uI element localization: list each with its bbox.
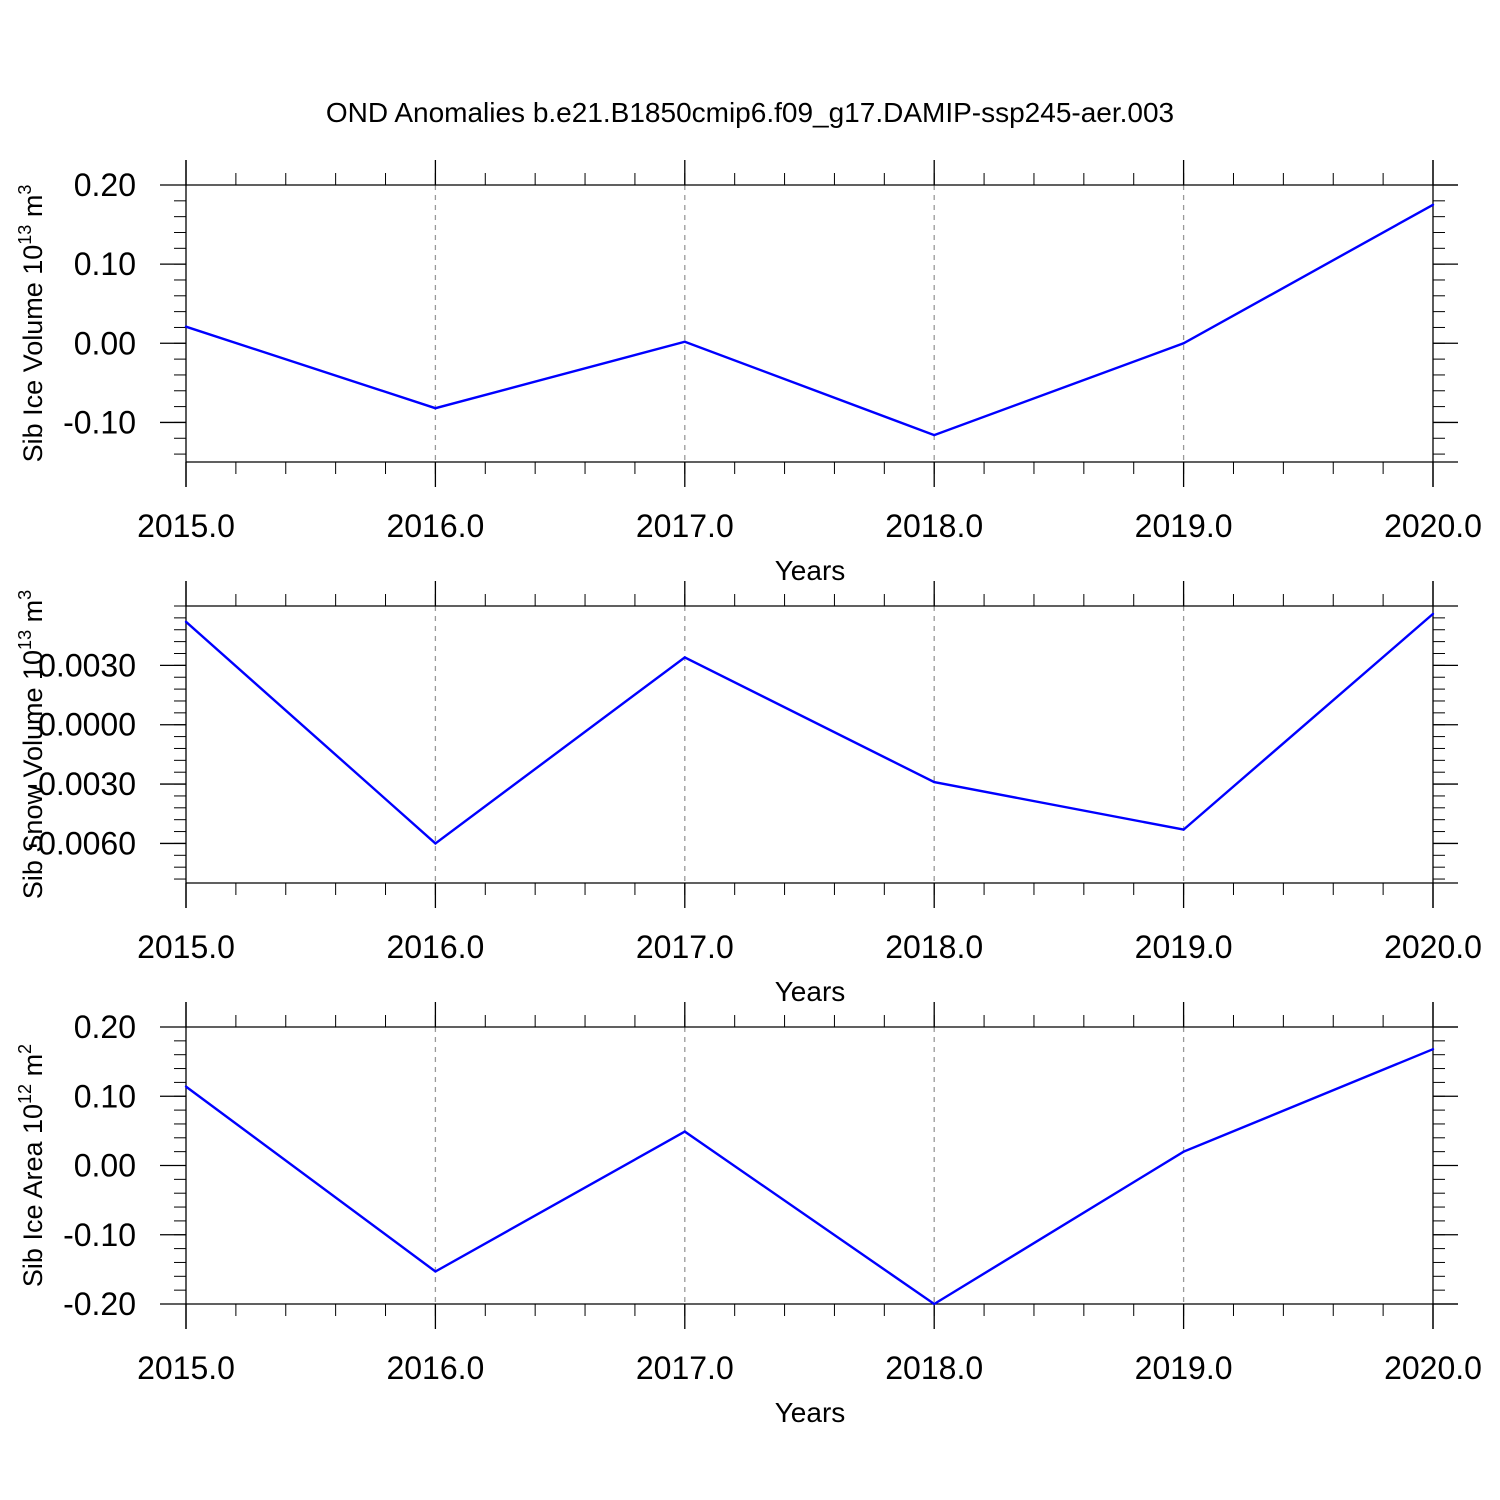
data-point bbox=[1431, 203, 1435, 206]
panel-2: 0.0030 0.0000 -0.0030 -0.0060 2015.0 2016.0 20… bbox=[15, 581, 1482, 1007]
y-tick-label: -0.20 bbox=[63, 1286, 136, 1322]
y-axis-label: Sib Snow Volume 1013 m3 bbox=[15, 590, 48, 899]
series-line bbox=[185, 203, 1434, 437]
x-tick-label: 2018.0 bbox=[885, 929, 983, 965]
y-tick-label: -0.0060 bbox=[27, 825, 136, 861]
x-tick-label: 2017.0 bbox=[636, 1350, 734, 1386]
y-axis-label: Sib Ice Area 1012 m2 bbox=[15, 1044, 48, 1287]
x-tick-label: 2016.0 bbox=[386, 929, 484, 965]
x-tick-label: 2020.0 bbox=[1384, 929, 1482, 965]
x-tick-label: 2019.0 bbox=[1135, 1350, 1233, 1386]
x-tick-label: 2019.0 bbox=[1135, 508, 1233, 544]
y-tick-label: -0.10 bbox=[63, 404, 136, 440]
x-tick-label: 2016.0 bbox=[386, 1350, 484, 1386]
data-point bbox=[434, 1270, 437, 1273]
y-tick-label: 0.00 bbox=[74, 1148, 136, 1184]
x-tick-label: 2015.0 bbox=[137, 929, 235, 965]
x-tick-label: 2015.0 bbox=[137, 1350, 235, 1386]
x-axis-label: Years bbox=[775, 1397, 846, 1428]
data-point bbox=[1182, 342, 1185, 345]
x-axis-label: Years bbox=[775, 555, 846, 586]
x-tick-label: 2017.0 bbox=[636, 508, 734, 544]
y-tick-label: 0.20 bbox=[74, 1009, 136, 1045]
chart-title: OND Anomalies b.e21.B1850cmip6.f09_g17.D… bbox=[326, 97, 1174, 128]
data-point bbox=[184, 620, 188, 624]
data-point bbox=[683, 340, 686, 343]
x-tick-label: 2016.0 bbox=[386, 508, 484, 544]
data-point bbox=[1431, 1047, 1435, 1051]
y-tick-label: 0.0030 bbox=[38, 647, 136, 683]
data-point bbox=[683, 656, 686, 659]
data-point bbox=[184, 1085, 188, 1088]
y-tick-label: -0.10 bbox=[63, 1217, 136, 1253]
data-point bbox=[434, 842, 437, 845]
x-tick-label: 2018.0 bbox=[885, 1350, 983, 1386]
y-axis-label: Sib Ice Volume 1013 m3 bbox=[15, 185, 48, 463]
data-point bbox=[1182, 1150, 1185, 1153]
data-point bbox=[933, 1302, 936, 1306]
panel-1: 0.20 0.10 0.00 -0.10 2015.0 2016.0 2017.0 2018.… bbox=[15, 160, 1482, 586]
x-tick-label: 2015.0 bbox=[137, 508, 235, 544]
x-tick-label: 2020.0 bbox=[1384, 508, 1482, 544]
data-point bbox=[933, 780, 936, 784]
x-tick-label: 2018.0 bbox=[885, 508, 983, 544]
y-tick-label: 0.10 bbox=[74, 246, 136, 282]
y-tick-label: 0.20 bbox=[74, 167, 136, 203]
x-axis-label: Years bbox=[775, 976, 846, 1007]
y-tick-label: 0.00 bbox=[74, 325, 136, 361]
data-point bbox=[683, 1130, 686, 1133]
data-point bbox=[1182, 828, 1185, 831]
x-tick-label: 2017.0 bbox=[636, 929, 734, 965]
x-tick-label: 2019.0 bbox=[1135, 929, 1233, 965]
data-point bbox=[434, 406, 437, 410]
y-tick-label: 0.0000 bbox=[38, 707, 136, 743]
x-tick-label: 2020.0 bbox=[1384, 1350, 1482, 1386]
series-line bbox=[185, 1048, 1434, 1306]
data-point bbox=[184, 325, 188, 328]
series-line bbox=[185, 612, 1434, 845]
data-point bbox=[933, 433, 936, 437]
y-tick-label: 0.10 bbox=[74, 1078, 136, 1114]
data-point bbox=[1431, 612, 1435, 616]
y-tick-label: -0.0030 bbox=[27, 766, 136, 802]
